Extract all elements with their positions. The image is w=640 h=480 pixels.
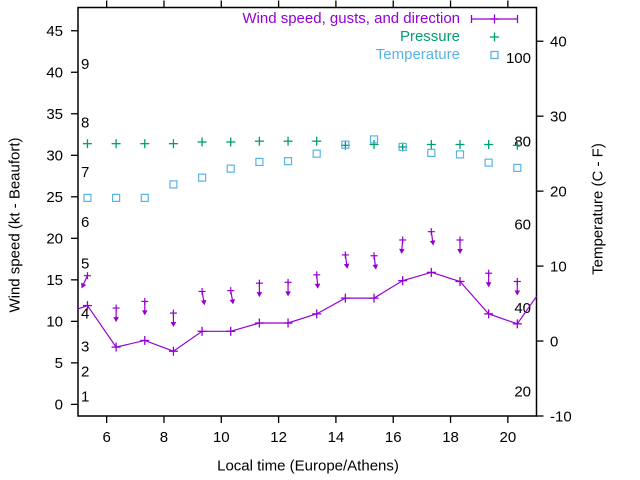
tick-label: 3 (81, 339, 89, 356)
legend-label-pressure: Pressure (399, 28, 460, 45)
tick-label: 12 (270, 429, 287, 446)
tick-label: 16 (385, 429, 402, 446)
tick-label: 5 (55, 355, 63, 372)
tick-label: 2 (81, 363, 89, 380)
y-axis-title-left: Wind speed (kt - Beaufort) (6, 137, 24, 313)
legend-row-temperature: Temperature (0, 46, 519, 64)
tick-label: 10 (213, 429, 230, 446)
tick-label: 30 (46, 148, 63, 165)
tick-label: 5 (81, 255, 89, 272)
tick-label: 40 (550, 33, 567, 50)
tick-label: 9 (81, 56, 89, 73)
legend-label-wind: Wind speed, gusts, and direction (242, 10, 460, 27)
tick-label: 45 (46, 23, 63, 40)
temperature-square-sample-icon (470, 48, 519, 62)
tick-label: 18 (442, 429, 459, 446)
right-axis-ticks: -10 0 10 20 30 40 (536, 33, 572, 425)
tick-label: 20 (514, 383, 531, 400)
tick-label: 7 (81, 164, 89, 181)
legend-row-pressure: Pressure (0, 28, 519, 46)
tick-label: 30 (550, 108, 567, 125)
tick-label: 20 (500, 429, 517, 446)
tick-label: 10 (46, 314, 63, 331)
plot-border (77, 6, 538, 417)
tick-label: 40 (46, 65, 63, 82)
tick-label: 25 (46, 189, 63, 206)
tick-label: 40 (514, 300, 531, 317)
beaufort-scale-labels: 1 2 3 4 5 6 7 8 9 (81, 56, 89, 405)
tick-label: 100 (506, 50, 531, 67)
tick-label: 80 (514, 133, 531, 150)
wind-gust-and-direction-arrows (81, 228, 521, 328)
pressure-series (82, 136, 522, 152)
tick-label: 1 (81, 388, 89, 405)
tick-label: 14 (328, 429, 345, 446)
pressure-plus-sample-icon (470, 30, 519, 44)
tick-label: 6 (102, 429, 110, 446)
tick-label: 35 (46, 106, 63, 123)
tick-label: 0 (55, 397, 63, 414)
tick-label: 6 (81, 214, 89, 231)
tick-label: 60 (514, 217, 531, 234)
y-axis-title-right: Temperature (C - F) (589, 143, 607, 275)
fahrenheit-scale-labels: 20 40 60 80 100 (506, 50, 531, 400)
x-axis-title: Local time (Europe/Athens) (217, 457, 399, 475)
tick-label: 10 (550, 258, 567, 275)
tick-label: -10 (550, 408, 572, 425)
legend-row-wind: Wind speed, gusts, and direction (0, 10, 519, 28)
tick-label: 0 (550, 333, 558, 350)
tick-label: 8 (81, 114, 89, 131)
legend-label-temperature: Temperature (375, 46, 460, 63)
wind-speed-series (77, 267, 537, 356)
tick-label: 15 (46, 272, 63, 289)
tick-label: 4 (81, 305, 89, 322)
tick-label: 8 (160, 429, 168, 446)
legend: Wind speed, gusts, and direction Pressur… (0, 10, 519, 64)
wind-errorbar-sample-icon (470, 12, 519, 26)
left-axis-ticks: 0 5 10 15 20 25 30 35 40 45 (46, 23, 78, 414)
tick-label: 20 (550, 183, 567, 200)
temperature-series (83, 135, 522, 202)
x-axis-ticks: 6 8 10 12 14 16 18 20 (102, 0, 517, 446)
tick-label: 20 (46, 231, 63, 248)
